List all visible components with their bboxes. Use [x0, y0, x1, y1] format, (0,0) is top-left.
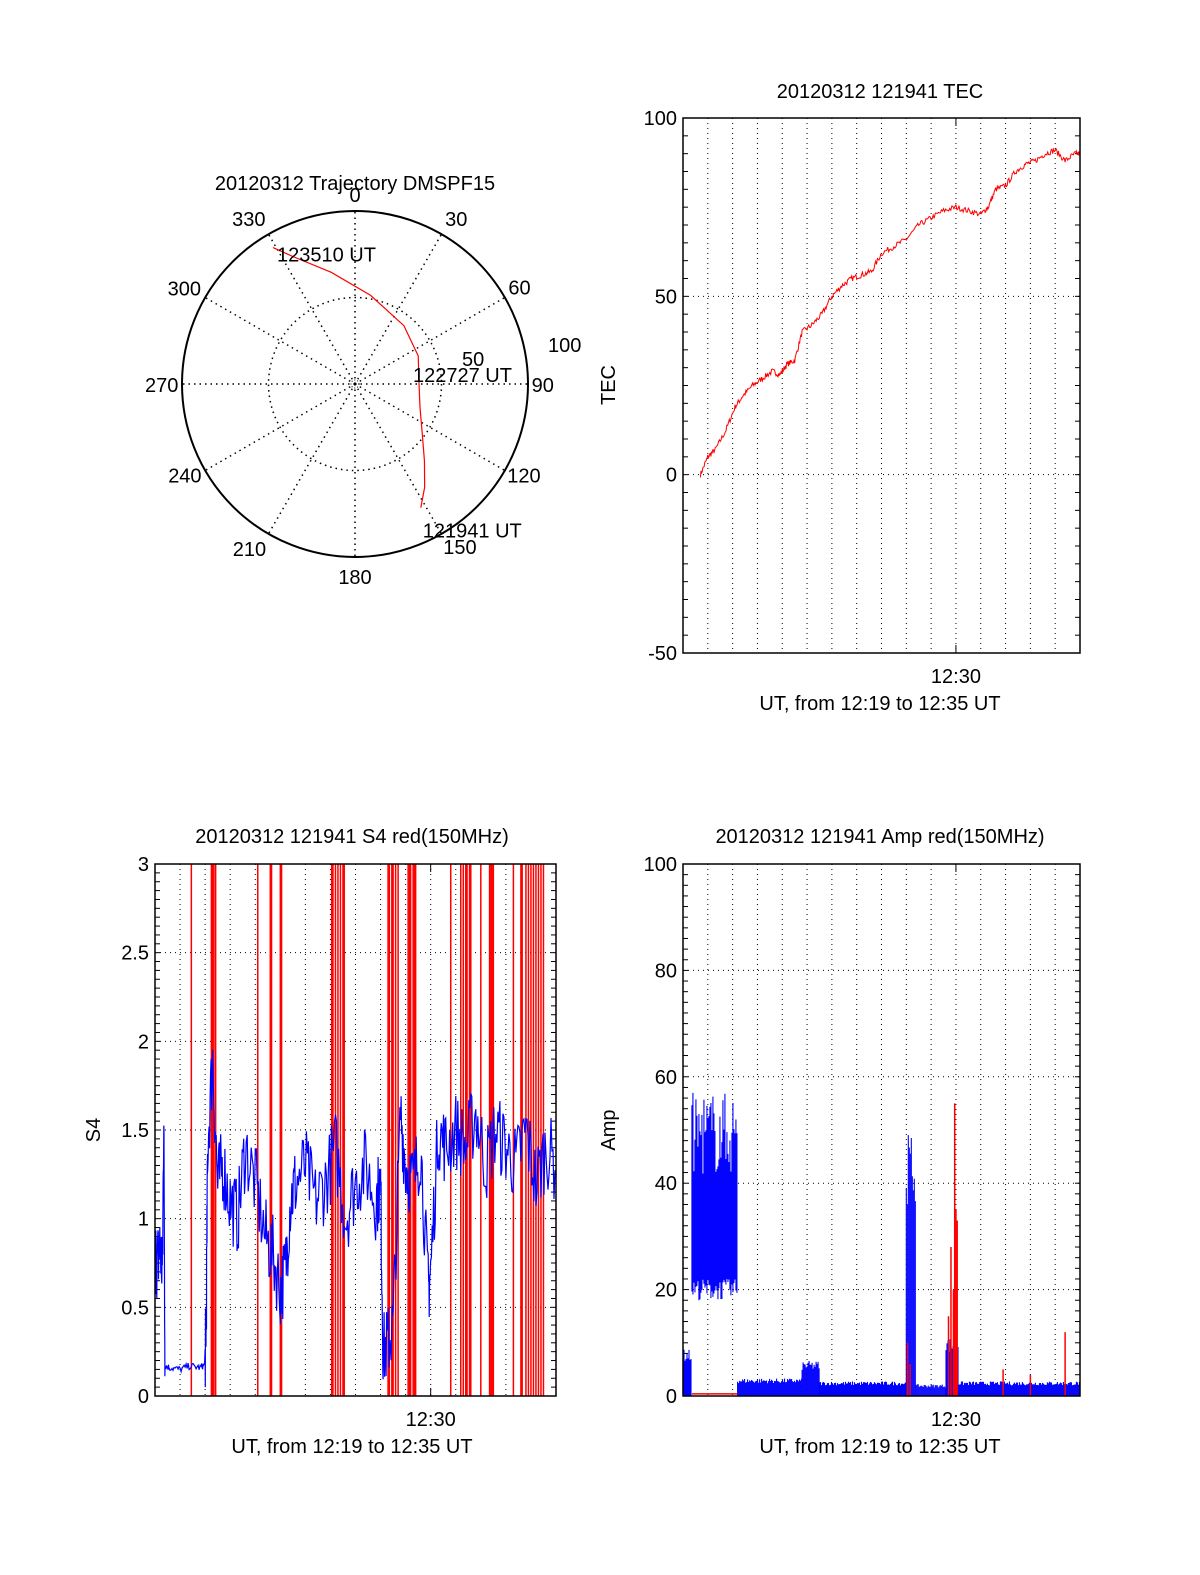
polar-center-ring	[350, 379, 360, 389]
polar-angle-label: 300	[168, 279, 201, 301]
polar-angle-label: 30	[445, 209, 467, 231]
polar-spoke	[267, 233, 356, 385]
polar-angle-label: 270	[145, 375, 178, 397]
tec-ytick-label: 0	[666, 465, 677, 487]
polar-angle-label: 330	[232, 209, 265, 231]
s4-ytick-label: 1.5	[121, 1120, 149, 1142]
polar-spoke	[204, 383, 356, 472]
amp-ytick-label: 0	[666, 1386, 677, 1408]
amp-ytick-label: 80	[655, 960, 677, 982]
amp-frame	[682, 863, 1081, 1397]
polar-spoke	[267, 383, 356, 535]
polar-radial-labels: 50 100	[462, 335, 581, 371]
polar-angle-label: 210	[233, 539, 266, 561]
polar-angle-labels: 0 30 60 90 120 150 180 210 240 270 300 330	[145, 185, 554, 589]
amp-title: 20120312 121941 Amp red(150MHz)	[715, 826, 1044, 848]
amp-chart: 20120312 121941 Amp red(150MHz) Amp UT, …	[598, 826, 1081, 1458]
s4-ylabel: S4	[83, 1118, 105, 1142]
amp-ytick-label: 100	[644, 854, 677, 876]
s4-ytick-label: 2.5	[121, 943, 149, 965]
polar-spoke	[354, 296, 506, 385]
amp-ytick-label: 40	[655, 1173, 677, 1195]
amp-ytick-label: 60	[655, 1067, 677, 1089]
s4-xtick-label: 12:30	[406, 1409, 456, 1431]
polar-angle-label: 150	[443, 537, 476, 559]
tec-ytick-label: 50	[655, 286, 677, 308]
polar-angle-label: 90	[532, 375, 554, 397]
s4-ytick-label: 1	[138, 1209, 149, 1231]
polar-trajectory-plot: 20120312 Trajectory DMSPF15 0 30 60 90 120 15…	[145, 173, 581, 589]
amp-xlabel: UT, from 12:19 to 12:35 UT	[759, 1436, 1000, 1458]
polar-angle-label: 240	[168, 466, 201, 488]
s4-title: 20120312 121941 S4 red(150MHz)	[195, 826, 509, 848]
tec-ytick-label: 100	[644, 108, 677, 130]
tec-ytick-label: -50	[648, 643, 677, 665]
tec-frame	[682, 117, 1081, 654]
polar-title: 20120312 Trajectory DMSPF15	[215, 173, 495, 195]
amp-xtick-label: 12:30	[931, 1409, 981, 1431]
s4-chart: 20120312 121941 S4 red(150MHz) S4 UT, fr…	[83, 826, 557, 1458]
polar-grid	[181, 210, 529, 558]
tec-title: 20120312 121941 TEC	[777, 81, 983, 103]
polar-angle-label: 180	[338, 567, 371, 589]
s4-frame	[154, 863, 557, 1397]
tec-ylabel: TEC	[598, 365, 620, 405]
amp-ylabel: Amp	[598, 1109, 620, 1150]
polar-radial-label: 50	[462, 349, 484, 371]
polar-time-annotation: 121941 UT	[423, 521, 522, 543]
polar-angle-label: 0	[349, 185, 360, 207]
tec-xlabel: UT, from 12:19 to 12:35 UT	[759, 693, 1000, 715]
tec-series-line	[699, 147, 1081, 478]
polar-ring-50	[267, 296, 443, 472]
polar-annotations: 123510 UT 122727 UT 121941 UT	[277, 245, 522, 543]
tec-chart: 20120312 121941 TEC TEC UT, from 12:19 t…	[598, 81, 1081, 715]
polar-radial-label: 100	[548, 335, 581, 357]
polar-spoke	[354, 233, 443, 385]
polar-outer-circle	[181, 210, 529, 558]
polar-spoke	[204, 296, 356, 385]
polar-spoke	[354, 383, 443, 535]
tec-xtick-label: 12:30	[931, 666, 981, 688]
amp-ytick-label: 20	[655, 1280, 677, 1302]
polar-angle-label: 60	[508, 278, 530, 300]
s4-xlabel: UT, from 12:19 to 12:35 UT	[231, 1436, 472, 1458]
polar-spoke	[354, 383, 506, 472]
s4-ytick-label: 0	[138, 1386, 149, 1408]
polar-time-annotation: 123510 UT	[277, 245, 376, 267]
s4-ytick-label: 2	[138, 1031, 149, 1053]
s4-blue-line	[155, 1049, 556, 1388]
s4-ytick-label: 3	[138, 854, 149, 876]
s4-ytick-label: 0.5	[121, 1297, 149, 1319]
polar-angle-label: 120	[507, 466, 540, 488]
polar-series	[272, 247, 426, 508]
polar-time-annotation: 122727 UT	[413, 365, 512, 387]
polar-trajectory-line	[272, 247, 426, 508]
